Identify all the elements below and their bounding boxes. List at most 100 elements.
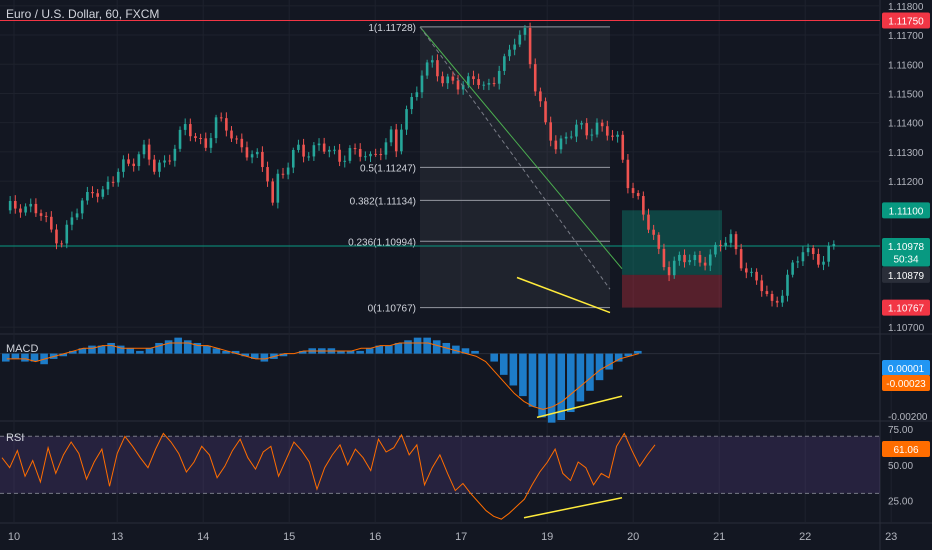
macd-histogram-bar xyxy=(136,350,144,354)
candle-body xyxy=(219,117,223,119)
candle-body xyxy=(379,154,383,156)
candle-body xyxy=(163,160,166,163)
price-axis-badge-label: 1.11100 xyxy=(889,206,924,217)
candle-body xyxy=(647,214,650,230)
macd-histogram-bar xyxy=(107,342,115,354)
candle-body xyxy=(86,191,89,201)
candle-body xyxy=(745,268,748,273)
candle-body xyxy=(261,151,264,168)
candle-body xyxy=(811,248,815,254)
candle-body xyxy=(400,129,403,152)
candle-body xyxy=(132,163,135,167)
macd-histogram-bar xyxy=(519,353,527,397)
candle-body xyxy=(13,200,17,209)
rsi-divergence-line xyxy=(523,496,623,519)
macd-histogram-bar xyxy=(509,353,518,386)
macd-histogram-bar xyxy=(69,350,77,354)
y-tick-label: 1.10700 xyxy=(888,323,925,334)
candle-body xyxy=(631,188,635,194)
candle-body xyxy=(116,171,120,183)
candle-body xyxy=(621,134,625,160)
candle-body xyxy=(75,213,79,218)
candle-body xyxy=(544,101,547,123)
candle-body xyxy=(606,126,609,136)
macd-histogram-bar xyxy=(528,353,537,407)
macd-axis-badge-label: -0.00023 xyxy=(886,379,926,390)
y-tick-label: 1.11300 xyxy=(888,148,924,159)
candle-body xyxy=(585,123,589,136)
rsi-label: RSI xyxy=(6,432,25,444)
candle-body xyxy=(70,217,74,225)
candle-body xyxy=(781,295,784,303)
candle-body xyxy=(127,159,130,164)
candle-body xyxy=(497,70,501,84)
candle-body xyxy=(703,262,707,266)
candle-body xyxy=(297,144,300,150)
candle-body xyxy=(472,76,475,80)
candle-body xyxy=(693,254,697,261)
macd-histogram-bar xyxy=(538,353,546,418)
price-axis-badge-label: 1.10879 xyxy=(888,271,925,282)
candle-body xyxy=(508,49,511,57)
x-tick-label: 16 xyxy=(369,531,381,543)
candle-body xyxy=(569,136,573,138)
candle-body xyxy=(564,136,568,139)
macd-histogram-bar xyxy=(547,353,556,423)
x-tick-label: 13 xyxy=(111,531,123,543)
x-tick-label: 21 xyxy=(713,531,725,543)
chart-title: Euro / U.S. Dollar, 60, FXCM xyxy=(6,7,160,21)
candle-body xyxy=(235,138,238,140)
candle-body xyxy=(178,129,182,149)
candle-body xyxy=(410,96,413,110)
candle-body xyxy=(487,83,491,85)
candle-body xyxy=(729,234,733,243)
candle-body xyxy=(554,140,558,150)
candle-body xyxy=(750,271,753,273)
candle-body xyxy=(415,92,419,97)
candle-body xyxy=(425,62,429,76)
candle-body xyxy=(214,117,218,139)
candle-body xyxy=(348,148,352,161)
macd-histogram-bar xyxy=(2,353,10,362)
candle-body xyxy=(322,143,326,152)
candle-body xyxy=(678,254,681,261)
candle-body xyxy=(34,203,38,214)
candle-body xyxy=(817,253,820,265)
price-axis-badge-label: 50:34 xyxy=(893,255,918,266)
candle-body xyxy=(672,260,676,276)
candle-body xyxy=(405,109,408,130)
candle-body xyxy=(240,138,244,148)
candle-body xyxy=(353,148,357,150)
candle-body xyxy=(91,191,94,194)
candle-body xyxy=(209,138,213,148)
price-axis-badge xyxy=(882,237,930,254)
candle-body xyxy=(168,160,172,162)
macd-histogram-bar xyxy=(365,348,374,354)
macd-histogram-bar xyxy=(126,348,135,354)
macd-histogram-bar xyxy=(557,353,566,420)
rsi-y-tick-label: 25.00 xyxy=(888,497,913,508)
candle-body xyxy=(456,80,460,90)
candle-body xyxy=(559,138,563,150)
macd-histogram-bar xyxy=(595,353,604,381)
macd-histogram-bar xyxy=(634,350,642,354)
macd-histogram-bar xyxy=(499,353,508,375)
dashed-trendline xyxy=(419,26,611,290)
rsi-y-tick-label: 75.00 xyxy=(888,425,913,436)
macd-histogram-bar xyxy=(586,353,594,391)
candle-body xyxy=(389,129,393,143)
candle-body xyxy=(683,254,686,263)
candle-body xyxy=(580,123,583,125)
macd-histogram-bar xyxy=(298,350,307,354)
candle-body xyxy=(791,262,794,275)
macd-axis-badge xyxy=(882,360,930,376)
candle-body xyxy=(111,181,115,183)
macd-histogram-bar xyxy=(567,353,575,413)
candle-body xyxy=(189,124,192,137)
x-tick-label: 14 xyxy=(197,531,209,543)
candle-body xyxy=(286,167,290,175)
candle-body xyxy=(250,154,254,158)
candle-body xyxy=(80,200,84,214)
macd-histogram-bar xyxy=(21,353,29,362)
